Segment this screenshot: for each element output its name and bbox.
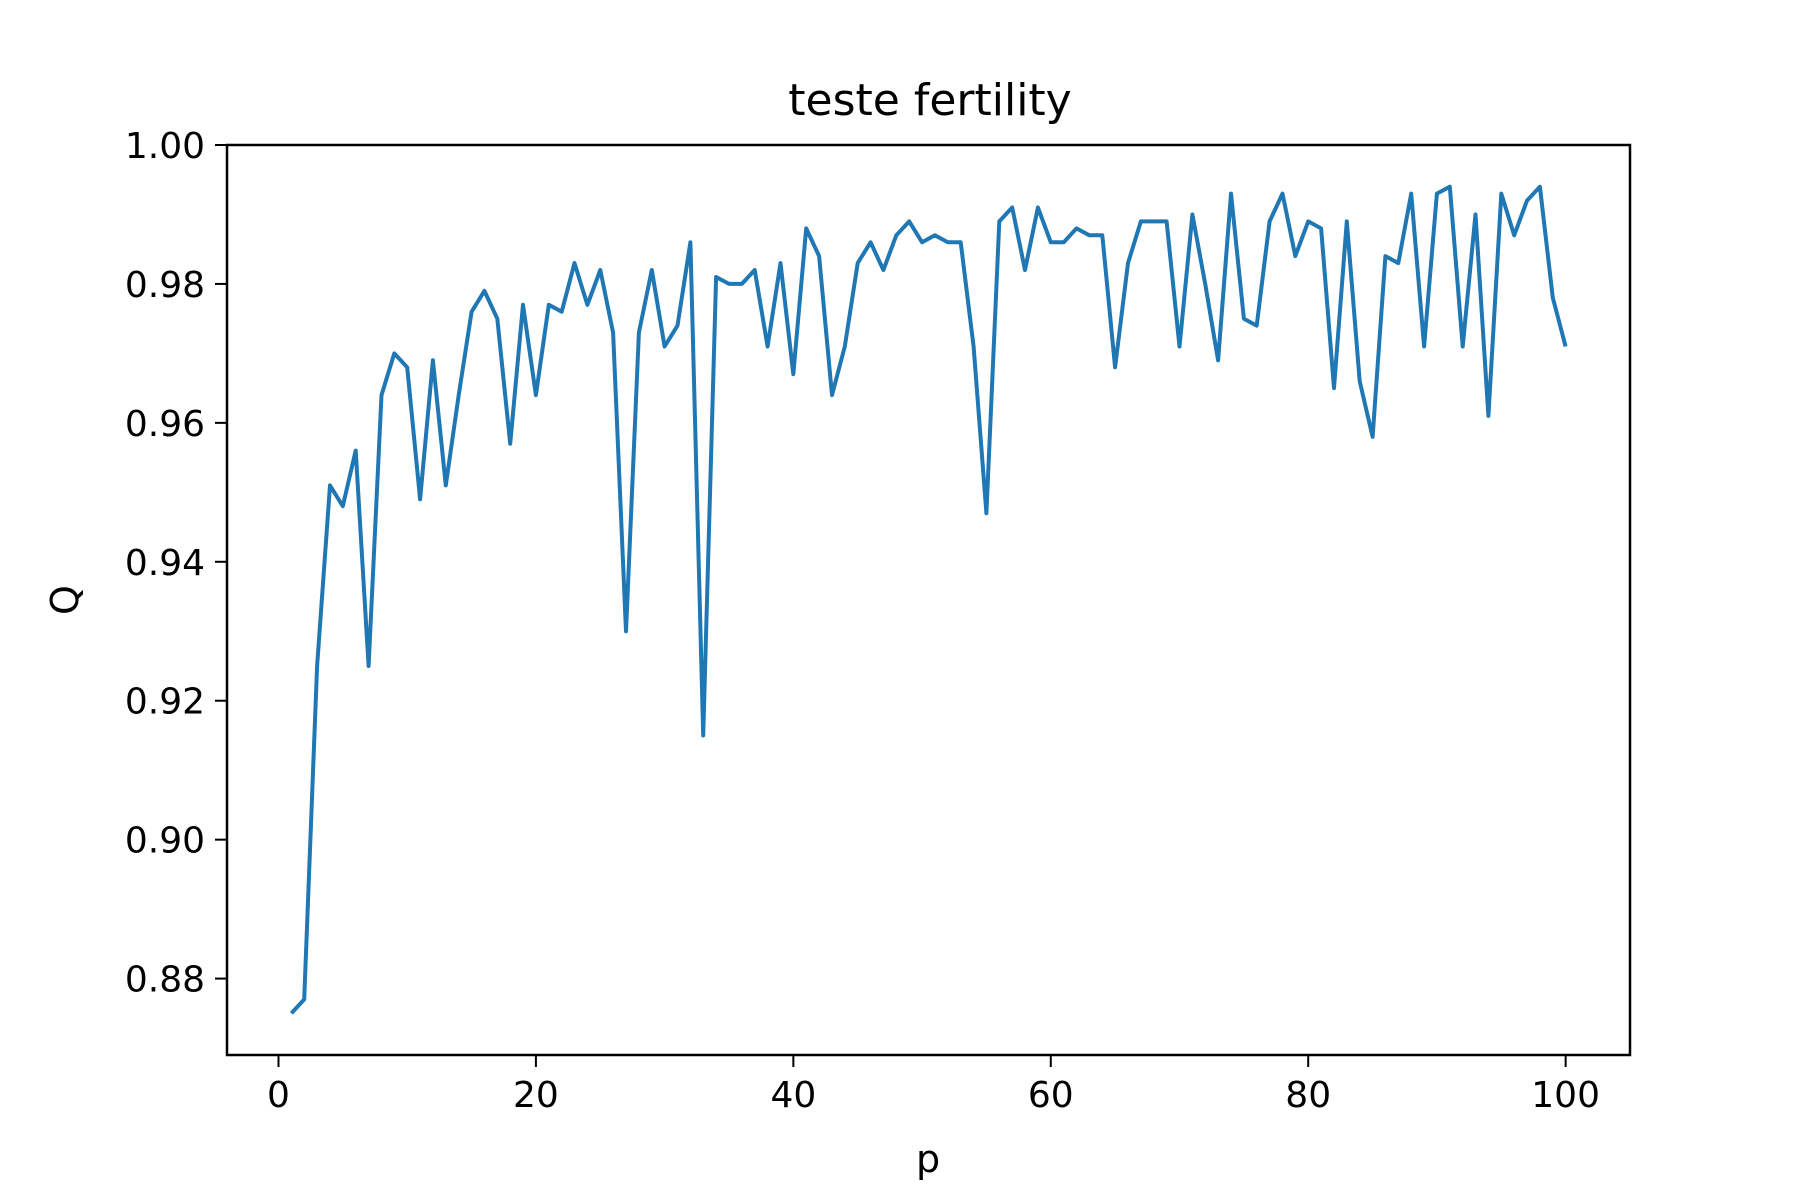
x-tick-label: 80	[1285, 1075, 1331, 1116]
y-tick-label: 0.94	[125, 543, 205, 584]
chart-title: teste fertility	[788, 75, 1071, 126]
y-tick-label: 1.00	[125, 126, 205, 167]
x-tick-label: 0	[267, 1075, 290, 1116]
y-tick-label: 0.88	[125, 960, 205, 1001]
y-tick-label: 0.96	[125, 404, 205, 445]
series-line	[289, 184, 1568, 1015]
plot-frame	[225, 143, 1632, 1057]
x-tick-label: 20	[513, 1075, 559, 1116]
y-axis-label: Q	[43, 585, 87, 615]
y-tick-label: 0.92	[125, 682, 205, 723]
x-axis-label: p	[916, 1137, 940, 1181]
x-tick-label: 40	[770, 1075, 816, 1116]
y-tick-label: 0.90	[125, 821, 205, 862]
x-tick-label: 100	[1531, 1075, 1600, 1116]
y-tick-label: 0.98	[125, 265, 205, 306]
x-tick-label: 60	[1028, 1075, 1074, 1116]
